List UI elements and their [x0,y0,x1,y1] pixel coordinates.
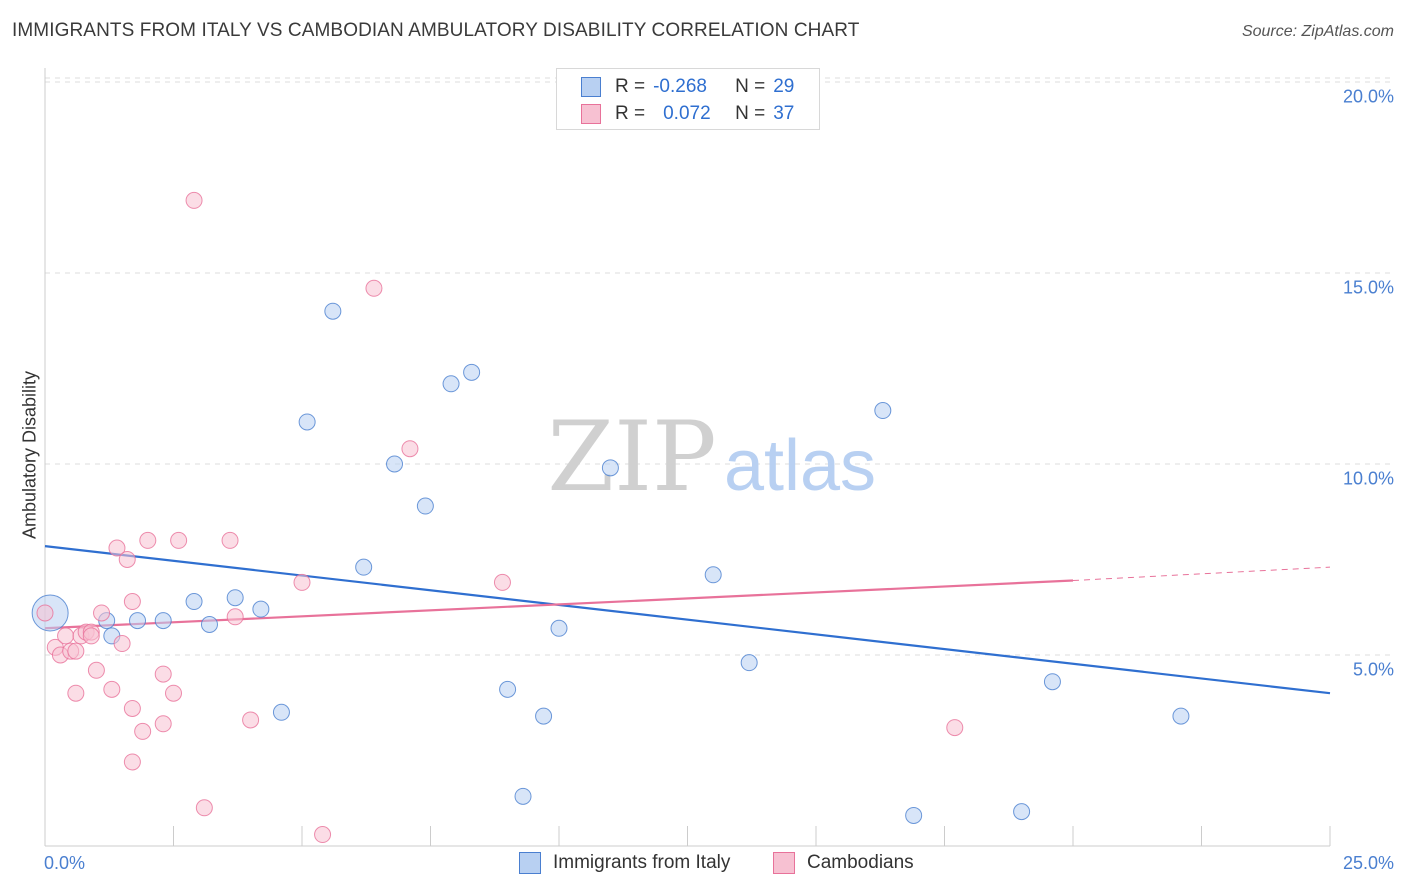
x-tick-label-min: 0.0% [44,853,86,873]
data-point-cambodians [226,608,244,626]
data-point-cambodians [82,627,100,645]
data-point-italy [874,402,892,420]
data-point-cambodians [103,680,121,698]
legend-n-label: N = [735,76,766,97]
legend-swatch-pink [581,104,601,124]
legend-n-label: N = [735,103,766,124]
legend-r-label: R = [615,103,646,124]
legend-n-value: 37 [773,103,795,124]
data-point-italy [200,615,218,633]
data-point-cambodians [221,531,239,549]
data-point-cambodians [108,539,126,557]
data-point-cambodians [123,699,141,717]
data-point-cambodians [123,753,141,771]
series-legend: Immigrants from Italy Cambodians [0,852,1406,878]
data-point-cambodians [123,593,141,611]
data-point-cambodians [165,684,182,702]
data-point-italy [272,703,290,721]
data-point-italy [185,593,203,611]
data-point-cambodians [93,604,111,622]
data-point-italy [601,459,619,477]
data-point-cambodians [365,279,383,297]
legend-n-value: 29 [773,76,795,97]
legend-row-cambodians: R = 0.072 N = 37 [581,103,794,125]
source-label: Source: ZipAtlas.com [1241,23,1394,40]
data-point-cambodians [493,573,511,591]
y-tick-label-15: 15.0% [1342,277,1394,298]
data-point-cambodians [185,191,203,209]
series-legend-italy: Immigrants from Italy [519,852,730,874]
watermark-zip: ZIP [547,401,716,513]
data-point-cambodians [57,627,75,645]
y-tick-label-10: 10.0% [1342,468,1394,489]
legend-r-value: 0.072 [663,103,711,124]
data-point-cambodians [154,715,172,733]
data-point-cambodians [139,531,157,549]
data-point-italy [129,612,147,630]
data-point-italy [550,619,568,637]
data-point-italy [463,363,481,381]
data-point-italy [704,566,722,584]
data-point-italy [355,558,373,576]
series-swatch-blue [519,852,541,874]
data-point-cambodians [946,719,964,737]
trend-line-cambodians-extension [1072,566,1331,582]
axes [44,68,1331,847]
data-points [31,191,1190,844]
legend-row-italy: R = -0.268 N = 29 [581,76,794,98]
data-point-cambodians [195,799,213,817]
series-label-cambodians: Cambodians [807,852,914,873]
data-point-italy [386,455,404,473]
data-point-italy [324,302,342,320]
data-point-italy [1043,673,1061,691]
data-point-cambodians [293,573,311,591]
data-point-italy [416,497,434,515]
legend-r-value: -0.268 [653,76,707,97]
data-point-cambodians [67,684,85,702]
data-point-italy [1013,803,1031,821]
data-point-italy [535,707,553,725]
data-point-italy [1172,707,1190,725]
data-point-italy [252,600,270,618]
watermark: ZIP atlas [547,401,876,513]
data-point-cambodians [242,711,260,729]
data-point-italy [154,612,172,630]
data-point-italy [298,413,316,431]
data-point-italy [905,806,923,824]
trend-line-italy [44,545,1331,695]
data-point-italy [514,787,532,805]
series-label-italy: Immigrants from Italy [553,852,731,873]
data-point-italy [499,680,517,698]
data-point-italy [226,589,244,607]
data-point-cambodians [170,531,188,549]
data-point-cambodians [314,826,332,844]
data-point-cambodians [87,661,105,679]
data-point-cambodians [118,551,136,568]
chart-title: IMMIGRANTS FROM ITALY VS CAMBODIAN AMBUL… [12,20,860,41]
data-point-italy [740,654,758,672]
x-tick-label-max: 25.0% [1342,853,1394,873]
legend-r-label: R = [615,76,646,97]
data-point-cambodians [154,665,172,683]
y-tick-label-5: 5.0% [1352,659,1394,680]
data-point-cambodians [134,722,152,740]
legend-swatch-blue [581,77,601,97]
series-swatch-pink [773,852,795,874]
data-point-cambodians [113,635,131,653]
data-point-cambodians [401,440,419,458]
y-axis-title: Ambulatory Disability [19,370,40,540]
data-point-cambodians [36,604,54,622]
data-point-italy [442,375,460,393]
y-tick-label-20: 20.0% [1342,86,1394,107]
correlation-legend: R = -0.268 N = 29 R = 0.072 N = 37 [556,68,820,130]
series-legend-cambodians: Cambodians [773,852,914,874]
watermark-atlas: atlas [724,426,876,506]
data-point-cambodians [67,642,85,660]
